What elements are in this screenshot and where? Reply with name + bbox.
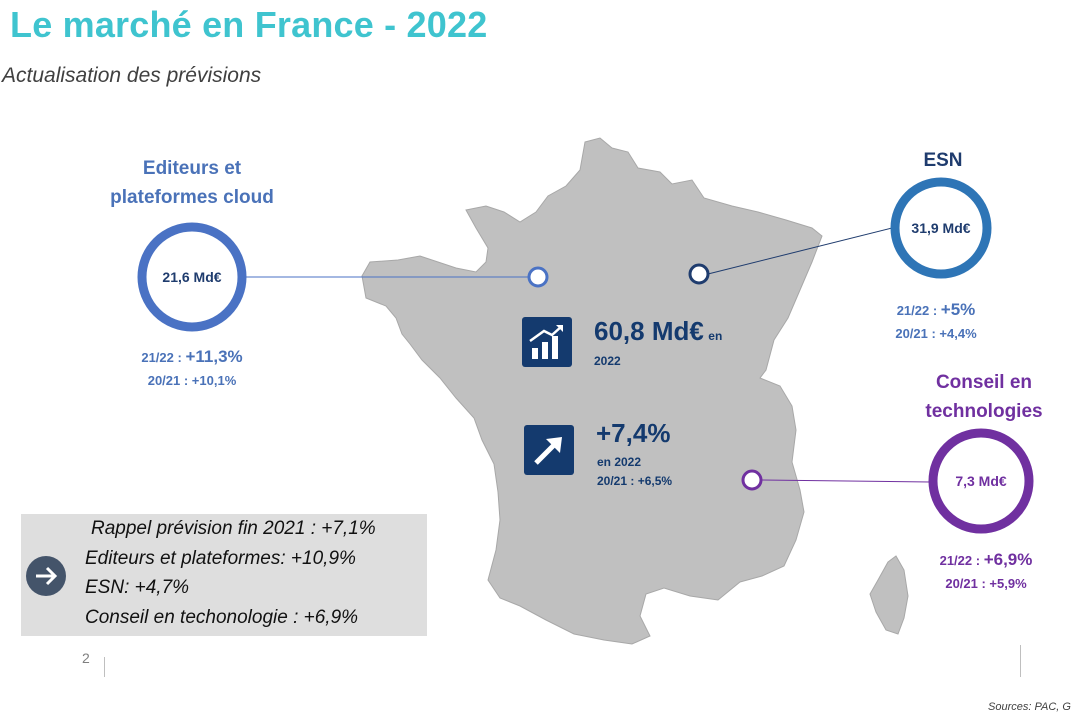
segment-title-editeurs: Editeurs et plateformes cloud xyxy=(92,154,292,212)
segment-title-esn: ESN xyxy=(923,150,963,171)
growth-editeurs-2021: 20/21 : +10,1% xyxy=(147,373,237,388)
france-mainland-shape xyxy=(361,137,823,645)
value-esn: 31,9 Md€ xyxy=(911,220,971,236)
growth-label: 21/22 : xyxy=(141,350,182,365)
kpi-market-suffix: en xyxy=(708,329,723,343)
footer-divider-right xyxy=(1020,645,1021,677)
kpi-market: 60,8 Md€ en xyxy=(594,316,722,347)
recap-line-conseil: Conseil en techonologie : +6,9% xyxy=(85,607,359,628)
page-subtitle: Actualisation des prévisions xyxy=(2,64,262,87)
marker-conseil xyxy=(741,469,763,491)
growth-esn-2122: 21/22 : +5% xyxy=(836,300,1036,320)
marker-esn xyxy=(688,263,710,285)
footer-divider-left xyxy=(104,657,105,677)
segment-title-conseil: Conseil en technologies xyxy=(884,368,1084,426)
growth-esn-2021: 20/21 : +4,4% xyxy=(895,326,977,341)
connector-conseil xyxy=(759,479,931,483)
segment-title-line2: plateformes cloud xyxy=(110,187,274,208)
recap-line-rappel: Rappel prévision fin 2021 : +7,1% xyxy=(91,518,376,539)
ring-conseil xyxy=(928,428,1034,534)
growth-conseil-2122: 21/22 : +6,9% xyxy=(886,550,1086,570)
growth-editeurs-2122: 21/22 : +11,3% xyxy=(92,347,292,367)
page-title: Le marché en France - 2022 xyxy=(10,4,488,45)
connector-esn xyxy=(707,227,893,275)
kpi-growth-line1: en 2022 xyxy=(597,455,642,469)
kpi-growth-line2: 20/21 : +6,5% xyxy=(597,474,673,488)
segment-title-line2: technologies xyxy=(925,401,1043,422)
bar-chart-growth-icon xyxy=(522,317,572,367)
growth-label: 21/22 : xyxy=(939,553,981,568)
growth-label: 21/22 : xyxy=(896,303,938,318)
segment-title-line1: Editeurs et xyxy=(142,158,242,179)
recap-line-esn: ESN: +4,7% xyxy=(85,577,190,598)
kpi-market-value: 60,8 Md€ xyxy=(594,316,704,346)
marker-editeurs xyxy=(527,266,549,288)
corsica-shape xyxy=(869,555,909,635)
growth-value: +6,9% xyxy=(983,550,1033,569)
growth-value: +11,3% xyxy=(185,347,243,366)
segment-title-line1: Conseil en xyxy=(935,372,1033,393)
kpi-market-year: 2022 xyxy=(594,354,621,368)
recap-box: Rappel prévision fin 2021 : +7,1% Editeu… xyxy=(21,514,427,636)
arrow-right-icon xyxy=(26,556,66,596)
page-number: 2 xyxy=(82,650,90,666)
growth-value: +5% xyxy=(940,300,976,319)
growth-conseil-2021: 20/21 : +5,9% xyxy=(945,576,1027,591)
arrow-up-right-icon xyxy=(524,425,574,475)
recap-line-editeurs: Editeurs et plateformes: +10,9% xyxy=(85,548,356,569)
ring-editeurs xyxy=(137,222,247,332)
value-editeurs: 21,6 Md€ xyxy=(162,269,222,285)
kpi-growth-value: +7,4% xyxy=(596,418,671,448)
value-conseil: 7,3 Md€ xyxy=(955,473,1007,489)
sources-note: Sources: PAC, G xyxy=(988,701,1071,713)
ring-esn xyxy=(890,177,992,279)
